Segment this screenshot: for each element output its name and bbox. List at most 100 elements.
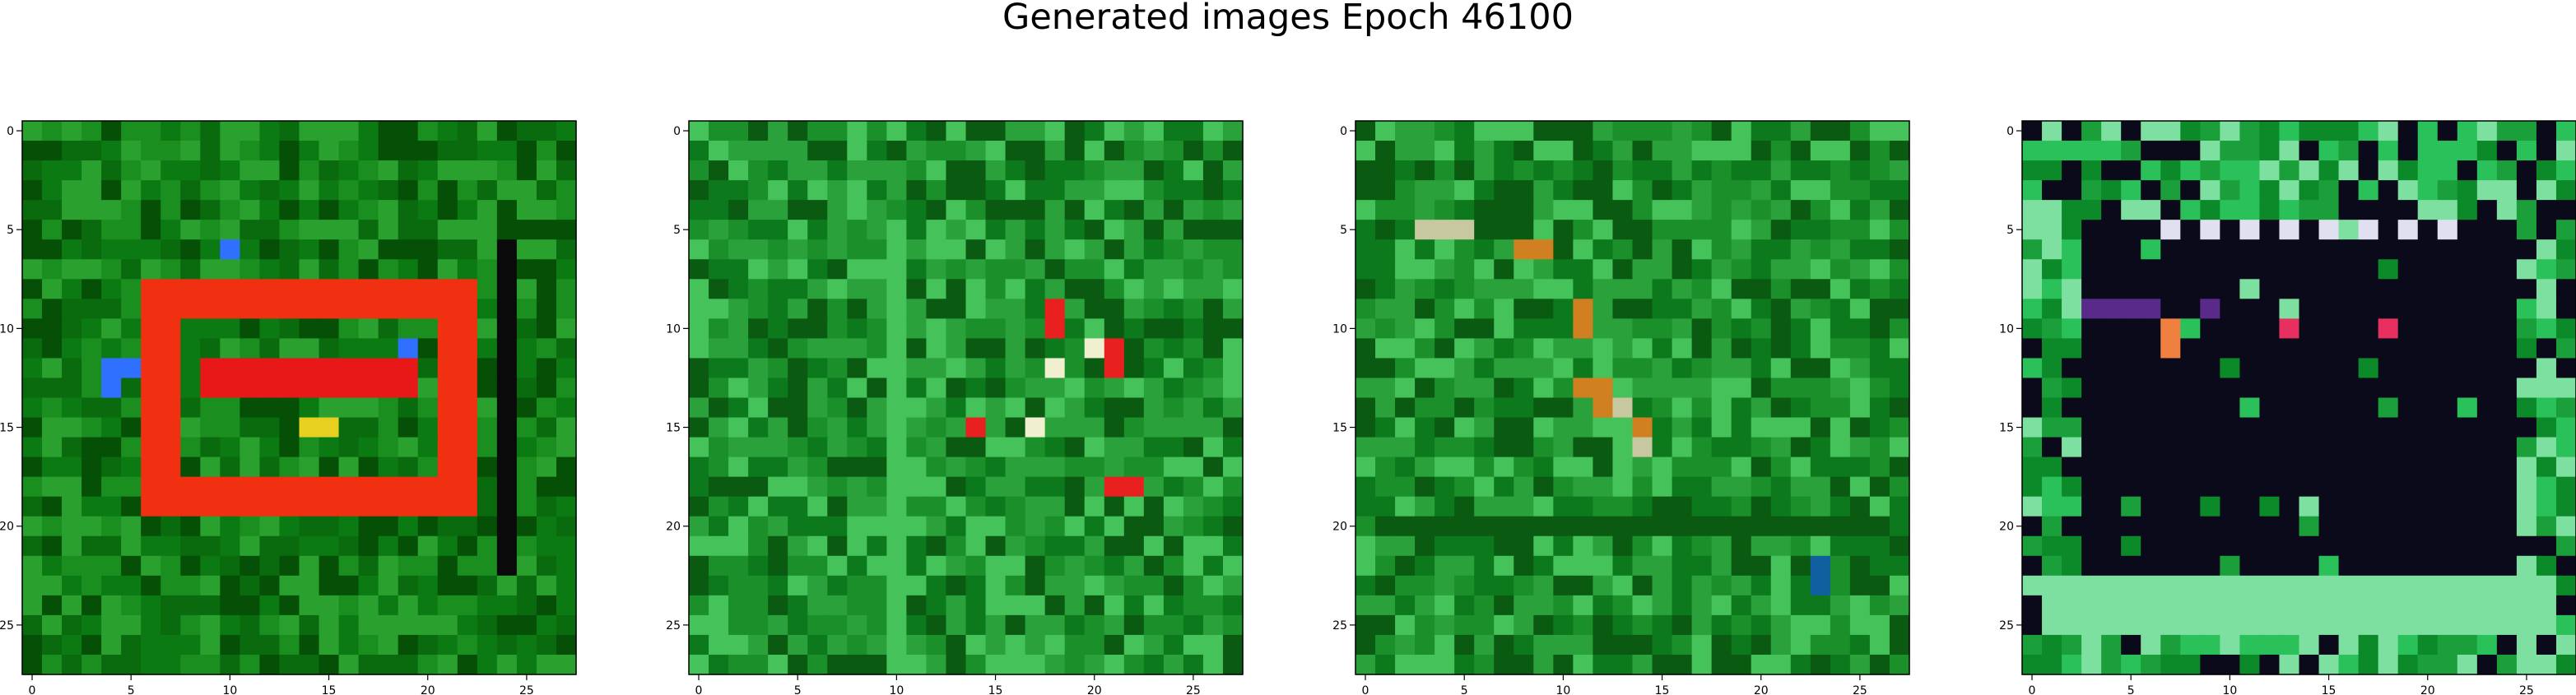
pixel-cell [556, 180, 577, 201]
pixel-cell [1652, 358, 1673, 379]
pixel-cell [1751, 220, 1772, 240]
pixel-cell [2417, 595, 2439, 616]
pixel-cell [1612, 259, 1634, 280]
pixel-cell [22, 299, 43, 319]
pixel-cell [788, 358, 808, 379]
pixel-cell [1222, 595, 1244, 616]
pixel-cell [1514, 476, 1534, 498]
pixel-cell [1889, 239, 1910, 260]
pixel-cell [2220, 437, 2240, 458]
pixel-cell [42, 614, 63, 636]
pixel-cell [2062, 575, 2082, 596]
pixel-cell [2180, 121, 2201, 141]
pixel-cell [160, 200, 181, 220]
pixel-cell [2101, 220, 2122, 240]
pixel-cell [1454, 516, 1475, 537]
pixel-cell [2200, 397, 2220, 419]
pixel-cell [1123, 200, 1145, 220]
pixel-cell [1005, 614, 1026, 636]
pixel-cell [2358, 575, 2379, 596]
pixel-cell [121, 121, 142, 141]
pixel-cell [417, 299, 439, 319]
pixel-cell [1025, 279, 1046, 299]
pixel-cell [338, 220, 360, 240]
pixel-cell [2081, 555, 2102, 577]
pixel-cell [1889, 535, 1910, 557]
pixel-cell [1064, 437, 1086, 458]
pixel-cell [2555, 456, 2576, 478]
pixel-cell [906, 476, 928, 498]
pixel-cell [2062, 456, 2082, 478]
pixel-cell [101, 437, 122, 458]
pixel-cell [906, 496, 928, 517]
pixel-cell [1731, 595, 1752, 616]
pixel-cell [1790, 476, 1811, 498]
pixel-cell [1652, 338, 1673, 359]
pixel-cell [768, 378, 788, 399]
pixel-cell [2555, 614, 2576, 636]
pixel-cell [457, 180, 478, 201]
pixel-cell [1889, 121, 1910, 141]
pixel-cell [1143, 595, 1165, 616]
pixel-cell [2141, 496, 2161, 517]
pixel-cell [1514, 496, 1534, 517]
pixel-cell [1810, 220, 1831, 240]
pixel-cell [1494, 437, 1514, 458]
pixel-cell [338, 614, 360, 636]
pixel-cell [1355, 299, 1376, 319]
pixel-cell [2022, 476, 2043, 498]
pixel-cell [1751, 279, 1772, 299]
pixel-cell [1652, 476, 1673, 498]
pixel-cell [160, 239, 181, 260]
pixel-cell [1691, 259, 1713, 280]
pixel-cell [141, 200, 161, 220]
pixel-cell [2022, 338, 2043, 359]
pixel-cell [1553, 180, 1574, 201]
pixel-cell [378, 397, 399, 419]
pixel-cell [2141, 121, 2161, 141]
pixel-cell [2437, 555, 2458, 577]
pixel-cell [1474, 417, 1495, 438]
pixel-cell [200, 496, 221, 517]
pixel-cell [2121, 555, 2141, 577]
pixel-cell [886, 654, 907, 675]
pixel-cell [1104, 141, 1125, 161]
pixel-cell [1454, 476, 1475, 498]
pixel-cell [2437, 437, 2458, 458]
pixel-cell [1770, 595, 1792, 616]
pixel-cell [1494, 516, 1514, 537]
pixel-cell [1355, 121, 1376, 141]
pixel-cell [556, 634, 577, 656]
pixel-cell [1222, 535, 1244, 557]
pixel-cell [2081, 299, 2102, 319]
pixel-cell [516, 575, 537, 596]
pixel-cell [1454, 654, 1475, 675]
pixel-cell [2160, 575, 2181, 596]
pixel-cell [1123, 516, 1145, 537]
pixel-cell [1632, 575, 1653, 596]
pixel-cell [62, 516, 82, 537]
pixel-cell [358, 496, 379, 517]
pixel-cell [62, 456, 82, 478]
pixel-cell [180, 516, 201, 537]
pixel-cell [827, 239, 848, 260]
pixel-cell [1830, 180, 1851, 201]
pixel-cell [1593, 476, 1614, 498]
pixel-cell [906, 535, 928, 557]
pixel-cell [1415, 516, 1435, 537]
pixel-cell [496, 259, 518, 280]
pixel-cell [1711, 259, 1732, 280]
pixel-cell [2239, 180, 2261, 201]
pixel-cell [259, 338, 281, 359]
pixel-cell [2378, 160, 2399, 181]
pixel-cell [239, 299, 261, 319]
pixel-cell [1202, 141, 1224, 161]
pixel-cell [279, 535, 300, 557]
pixel-cell [378, 180, 399, 201]
pixel-cell [338, 160, 360, 181]
pixel-cell [220, 634, 240, 656]
pixel-cell [1889, 160, 1910, 181]
pixel-cell [1731, 535, 1752, 557]
pixel-cell [1044, 279, 1066, 299]
y-tick-label: 20 [0, 521, 14, 534]
